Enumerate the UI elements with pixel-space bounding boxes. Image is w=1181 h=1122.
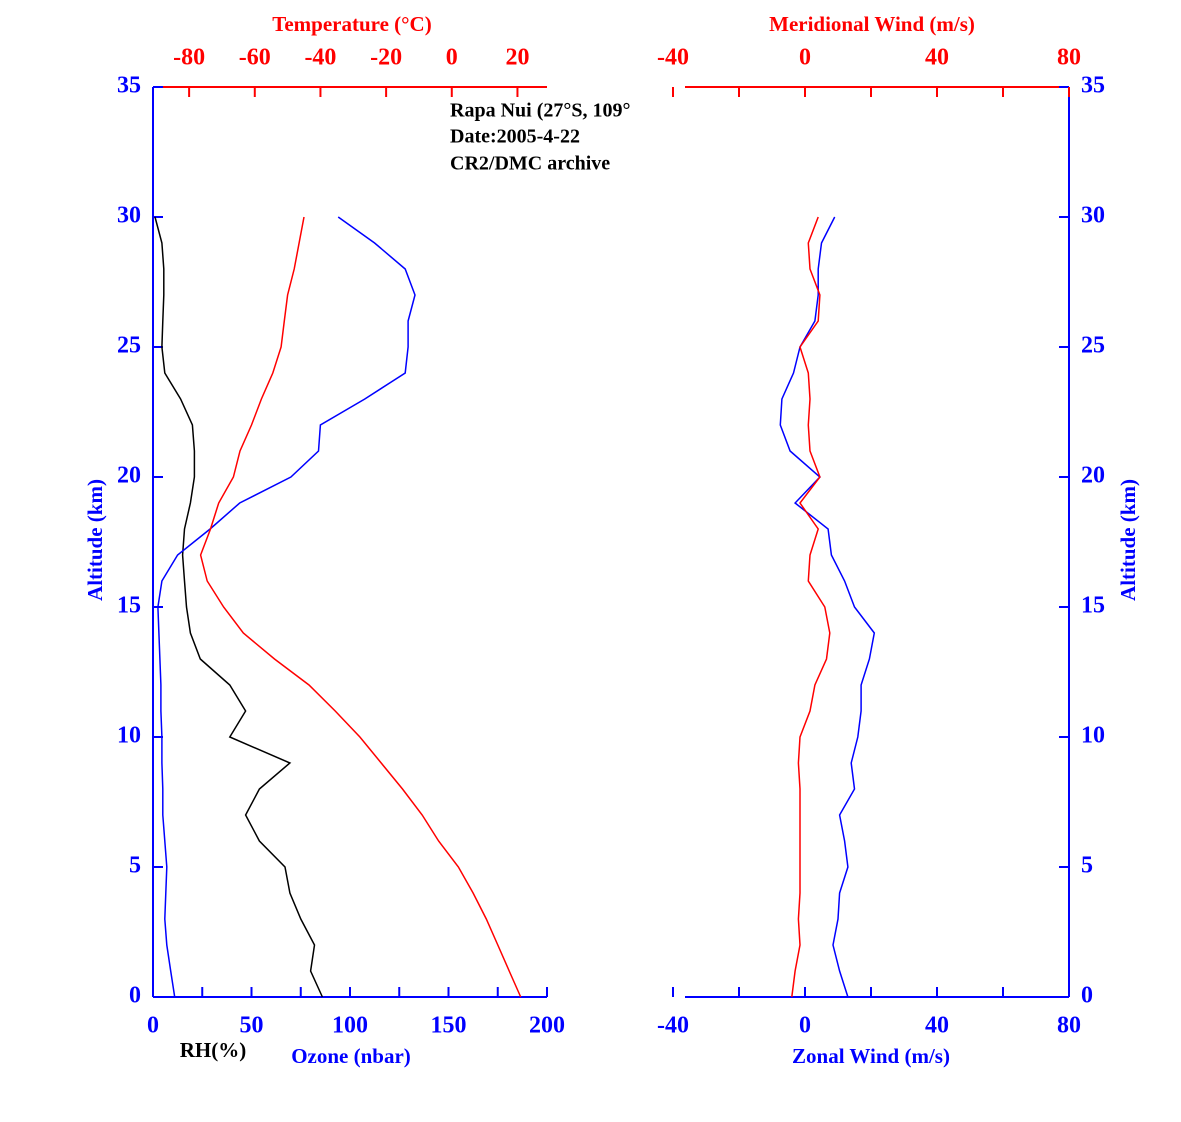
x-tick-label: 100 — [332, 1013, 368, 1039]
x-tick-label: 0 — [799, 1013, 811, 1039]
x2-tick-label: 80 — [1057, 45, 1081, 71]
x-tick-label: 50 — [240, 1013, 264, 1039]
y-tick-label: 5 — [129, 853, 141, 879]
x2-tick-label: -80 — [173, 45, 205, 71]
x2-tick-label: -60 — [239, 45, 271, 71]
y-tick-label: 0 — [129, 983, 141, 1009]
series-label: RH(%) — [180, 1038, 247, 1062]
profile-line — [779, 216, 876, 998]
annotation: Date:2005-4-22 — [450, 126, 580, 148]
y-tick-label: 25 — [1081, 333, 1105, 359]
series-label: Temperature (°C) — [272, 12, 431, 36]
y-tick-label: 35 — [1081, 73, 1105, 99]
y-tick-label: 10 — [117, 723, 141, 749]
y-axis-label: Altitude (km) — [1116, 479, 1140, 601]
x-tick-label: 40 — [925, 1013, 949, 1039]
x2-tick-label: 0 — [446, 45, 458, 71]
y-tick-label: 10 — [1081, 723, 1105, 749]
series-label: Ozone (nbar) — [291, 1044, 411, 1068]
y-tick-label: 20 — [1081, 463, 1105, 489]
y-tick-label: 15 — [117, 593, 141, 619]
series-label: Zonal Wind (m/s) — [792, 1044, 950, 1068]
x2-tick-label: 0 — [799, 45, 811, 71]
y-tick-label: 30 — [1081, 203, 1105, 229]
y-tick-label: 20 — [117, 463, 141, 489]
y-tick-label: 15 — [1081, 593, 1105, 619]
x-tick-label: 200 — [529, 1013, 565, 1039]
y-tick-label: 5 — [1081, 853, 1093, 879]
y-tick-label: 30 — [117, 203, 141, 229]
x2-tick-label: -40 — [657, 45, 689, 71]
x2-tick-label: 40 — [925, 45, 949, 71]
y-tick-label: 25 — [117, 333, 141, 359]
y-axis-label: Altitude (km) — [83, 479, 107, 601]
y-tick-label: 35 — [117, 73, 141, 99]
profile-line — [791, 216, 831, 998]
series-label: Meridional Wind (m/s) — [769, 12, 975, 36]
annotation: CR2/DMC archive — [450, 153, 610, 175]
x2-tick-label: -20 — [370, 45, 402, 71]
annotation: Rapa Nui (27°S, 109° — [450, 100, 630, 122]
x2-tick-label: 20 — [505, 45, 529, 71]
profile-line — [199, 216, 522, 998]
profile-line — [157, 216, 416, 998]
x-tick-label: 0 — [147, 1013, 159, 1039]
profile-line — [154, 216, 324, 998]
x-tick-label: 150 — [431, 1013, 467, 1039]
y-tick-label: 0 — [1081, 983, 1093, 1009]
x-tick-label: -40 — [657, 1013, 689, 1039]
x2-tick-label: -40 — [304, 45, 336, 71]
x-tick-label: 80 — [1057, 1013, 1081, 1039]
